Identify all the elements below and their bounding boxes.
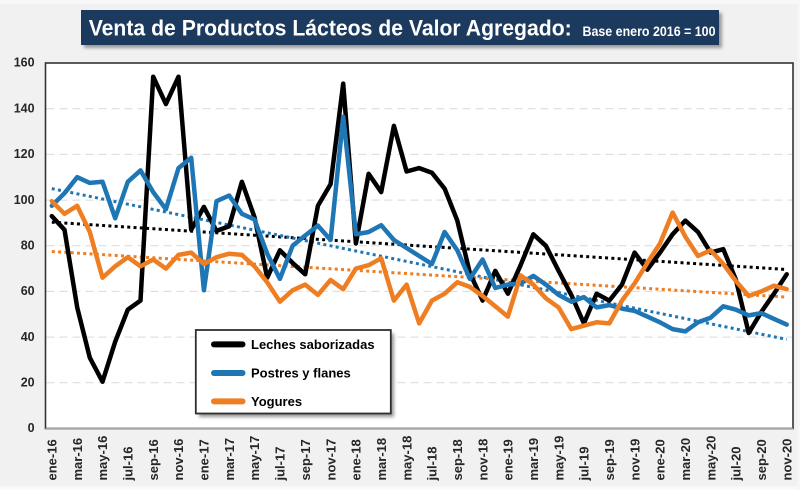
- svg-text:ene-17: ene-17: [197, 439, 212, 480]
- svg-text:60: 60: [21, 284, 35, 298]
- svg-text:sep-19: sep-19: [602, 439, 617, 480]
- svg-text:0: 0: [28, 421, 35, 435]
- svg-text:mar-20: mar-20: [678, 438, 693, 481]
- svg-text:mar-17: mar-17: [222, 438, 237, 481]
- svg-text:160: 160: [14, 56, 35, 70]
- svg-text:jul-19: jul-19: [577, 447, 592, 482]
- svg-text:may-16: may-16: [95, 436, 110, 481]
- svg-text:ene-20: ene-20: [653, 439, 668, 480]
- svg-text:sep-20: sep-20: [754, 439, 769, 480]
- svg-text:Leches saborizadas: Leches saborizadas: [251, 337, 375, 352]
- svg-text:ene-16: ene-16: [45, 439, 60, 480]
- svg-text:20: 20: [21, 376, 35, 390]
- svg-text:Postres y flanes: Postres y flanes: [251, 366, 351, 381]
- svg-text:nov-16: nov-16: [171, 439, 186, 481]
- svg-text:nov-20: nov-20: [779, 439, 794, 481]
- svg-text:may-19: may-19: [551, 436, 566, 481]
- svg-text:Venta de Productos Lácteos de: Venta de Productos Lácteos de Valor Agre…: [89, 16, 572, 41]
- svg-text:jul-18: jul-18: [425, 447, 440, 482]
- svg-text:sep-16: sep-16: [146, 439, 161, 480]
- svg-text:nov-19: nov-19: [627, 439, 642, 481]
- svg-text:jul-17: jul-17: [273, 447, 288, 482]
- svg-text:nov-17: nov-17: [323, 439, 338, 481]
- svg-text:jul-20: jul-20: [729, 447, 744, 482]
- svg-text:may-17: may-17: [247, 436, 262, 481]
- svg-text:80: 80: [21, 238, 35, 252]
- svg-text:mar-19: mar-19: [526, 438, 541, 481]
- svg-text:mar-16: mar-16: [70, 438, 85, 481]
- svg-text:140: 140: [14, 101, 35, 115]
- svg-text:Base enero 2016 = 100: Base enero 2016 = 100: [583, 24, 716, 39]
- svg-text:40: 40: [21, 330, 35, 344]
- svg-text:may-20: may-20: [703, 436, 718, 481]
- svg-text:nov-18: nov-18: [475, 439, 490, 481]
- svg-text:Yogures: Yogures: [251, 394, 302, 409]
- svg-text:may-18: may-18: [399, 436, 414, 481]
- svg-text:ene-19: ene-19: [501, 439, 516, 480]
- svg-text:jul-16: jul-16: [121, 447, 136, 482]
- svg-text:sep-18: sep-18: [450, 439, 465, 480]
- svg-text:100: 100: [14, 193, 35, 207]
- svg-text:120: 120: [14, 147, 35, 161]
- svg-text:mar-18: mar-18: [374, 438, 389, 481]
- svg-text:sep-17: sep-17: [298, 439, 313, 480]
- svg-text:ene-18: ene-18: [349, 439, 364, 480]
